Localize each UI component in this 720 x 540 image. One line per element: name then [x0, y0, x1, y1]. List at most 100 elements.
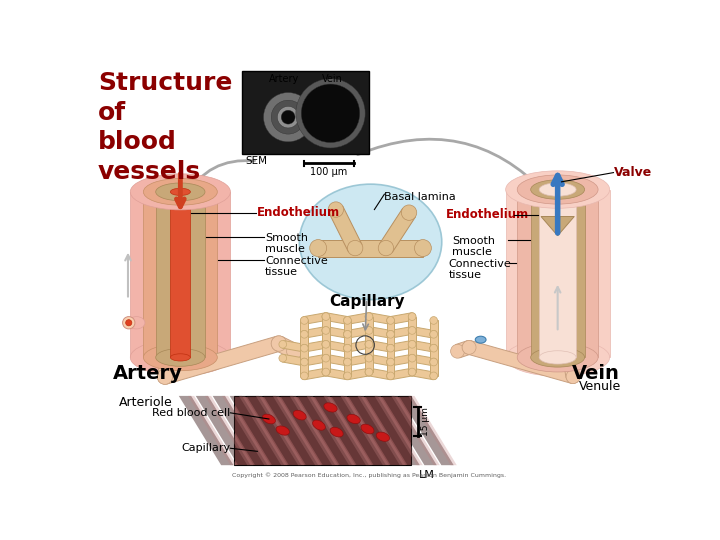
- Polygon shape: [307, 396, 355, 465]
- Circle shape: [415, 240, 431, 256]
- Circle shape: [343, 358, 351, 366]
- Ellipse shape: [324, 403, 337, 412]
- Circle shape: [322, 368, 330, 376]
- Circle shape: [300, 330, 308, 338]
- Circle shape: [365, 327, 373, 334]
- Text: 15 μm: 15 μm: [421, 407, 431, 436]
- Circle shape: [408, 327, 416, 334]
- Bar: [242, 71, 369, 154]
- Circle shape: [300, 316, 308, 325]
- Polygon shape: [300, 362, 308, 376]
- Polygon shape: [315, 396, 369, 465]
- Polygon shape: [212, 396, 267, 465]
- Polygon shape: [300, 320, 308, 334]
- Circle shape: [271, 336, 287, 351]
- Polygon shape: [348, 396, 403, 465]
- Circle shape: [387, 316, 395, 325]
- Polygon shape: [408, 316, 416, 330]
- Circle shape: [408, 313, 416, 320]
- Bar: [143, 192, 217, 357]
- Polygon shape: [347, 341, 369, 352]
- Circle shape: [365, 354, 373, 362]
- Polygon shape: [347, 354, 369, 366]
- Circle shape: [300, 330, 308, 338]
- Ellipse shape: [312, 420, 325, 430]
- Circle shape: [430, 330, 438, 338]
- Text: LM: LM: [419, 470, 435, 480]
- Circle shape: [387, 372, 395, 380]
- Circle shape: [430, 372, 438, 380]
- Text: Arteriole: Arteriole: [119, 396, 173, 409]
- Circle shape: [387, 345, 395, 352]
- Circle shape: [343, 316, 351, 325]
- Circle shape: [387, 345, 395, 352]
- Polygon shape: [230, 396, 284, 465]
- Circle shape: [387, 330, 395, 338]
- Circle shape: [430, 345, 438, 352]
- Polygon shape: [205, 396, 253, 465]
- Circle shape: [343, 358, 351, 366]
- Circle shape: [430, 372, 438, 380]
- Polygon shape: [325, 354, 348, 366]
- Polygon shape: [387, 362, 395, 376]
- Circle shape: [365, 313, 373, 320]
- Bar: [505, 190, 610, 357]
- Circle shape: [343, 330, 351, 338]
- Ellipse shape: [539, 351, 576, 364]
- Circle shape: [387, 372, 395, 380]
- Circle shape: [271, 100, 305, 134]
- Circle shape: [300, 345, 308, 352]
- Polygon shape: [304, 341, 327, 352]
- Text: Valve: Valve: [613, 166, 652, 179]
- Polygon shape: [297, 396, 352, 465]
- Text: Connective
tissue: Connective tissue: [449, 259, 511, 280]
- Polygon shape: [343, 362, 351, 376]
- Text: Red blood cell: Red blood cell: [152, 408, 230, 418]
- Circle shape: [322, 327, 330, 334]
- Circle shape: [408, 368, 416, 376]
- Circle shape: [408, 368, 416, 376]
- Circle shape: [348, 240, 363, 256]
- Text: Copyright © 2008 Pearson Education, Inc., publishing as Pearson Benjamin Cumming: Copyright © 2008 Pearson Education, Inc.…: [232, 472, 506, 478]
- Text: 100 μm: 100 μm: [310, 167, 347, 177]
- Polygon shape: [357, 396, 406, 465]
- Text: Smooth
muscle: Smooth muscle: [265, 233, 308, 254]
- Circle shape: [300, 316, 308, 325]
- Circle shape: [287, 343, 302, 359]
- Circle shape: [387, 316, 395, 325]
- Ellipse shape: [171, 354, 190, 361]
- Polygon shape: [323, 396, 372, 465]
- Circle shape: [430, 358, 438, 366]
- Ellipse shape: [262, 414, 276, 424]
- Ellipse shape: [361, 424, 374, 434]
- Circle shape: [365, 340, 373, 348]
- Polygon shape: [188, 396, 237, 465]
- Circle shape: [300, 345, 308, 352]
- Polygon shape: [387, 334, 395, 348]
- Circle shape: [322, 354, 330, 362]
- Circle shape: [430, 330, 438, 338]
- Circle shape: [279, 354, 287, 362]
- Polygon shape: [369, 341, 391, 352]
- Ellipse shape: [330, 427, 343, 437]
- Circle shape: [157, 369, 173, 384]
- Circle shape: [365, 340, 373, 348]
- Circle shape: [300, 372, 308, 380]
- Ellipse shape: [505, 171, 610, 208]
- Circle shape: [430, 345, 438, 352]
- Ellipse shape: [156, 348, 205, 366]
- Circle shape: [430, 358, 438, 366]
- Circle shape: [328, 202, 343, 217]
- Circle shape: [387, 345, 395, 352]
- Text: Endothelium: Endothelium: [446, 208, 529, 221]
- Bar: [130, 192, 230, 357]
- Text: Vein: Vein: [572, 363, 620, 382]
- Circle shape: [408, 327, 416, 334]
- Ellipse shape: [531, 180, 585, 199]
- Polygon shape: [341, 396, 389, 465]
- Circle shape: [387, 345, 395, 352]
- Circle shape: [430, 330, 438, 338]
- Polygon shape: [467, 341, 575, 383]
- Polygon shape: [369, 327, 391, 338]
- Circle shape: [322, 354, 330, 362]
